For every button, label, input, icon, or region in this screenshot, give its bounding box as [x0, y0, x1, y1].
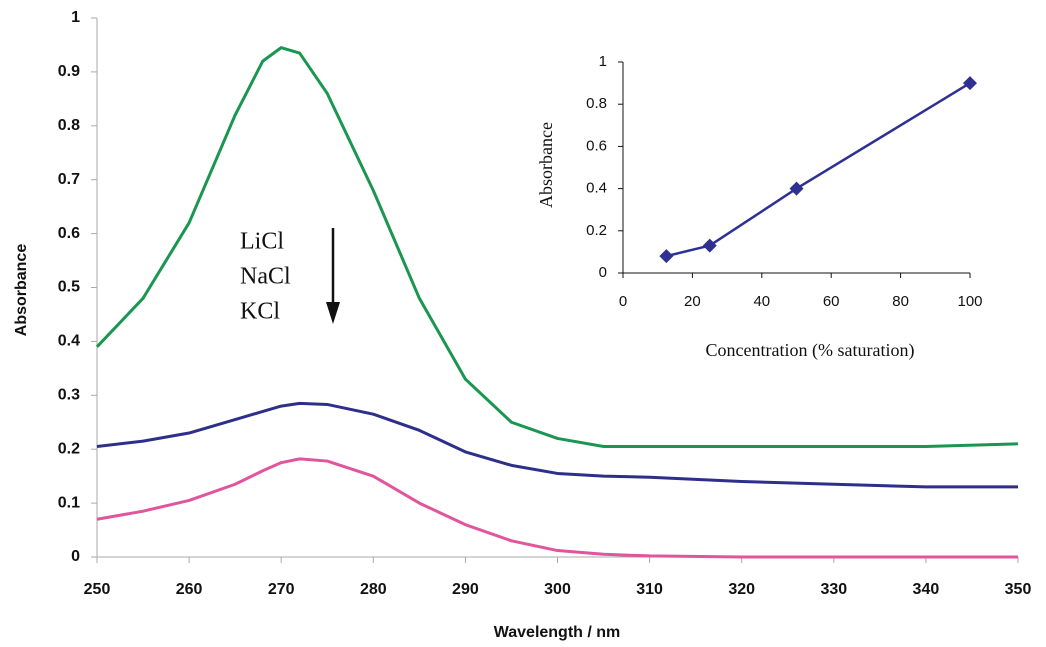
y-axis-label: Absorbance [13, 244, 30, 337]
inset-background [540, 45, 1010, 375]
y-tick-label: 0 [71, 548, 80, 565]
y-tick-label: 0.1 [58, 494, 80, 511]
inset-chart: 0 0.2 0.4 0.6 0.8 1 0 20 40 60 80 100 Concentration … [536, 45, 1010, 375]
x-tick-label: 310 [636, 581, 663, 598]
x-tick-label: 20 [684, 293, 701, 310]
data-point [963, 76, 977, 91]
x-tick-label: 100 [957, 293, 982, 310]
x-tick-label: 320 [728, 581, 755, 598]
y-tick-label: 0.9 [58, 63, 80, 80]
x-tick-label: 250 [84, 581, 111, 598]
y-tick-label: 0 [599, 264, 607, 281]
y-tick-label: 0.6 [58, 225, 80, 242]
x-axis-label: Concentration (% saturation) [706, 340, 915, 361]
y-tick-label: 0.5 [58, 279, 80, 296]
x-tick-label: 280 [360, 581, 387, 598]
series-line [96, 401, 1018, 489]
x-tick-label: 300 [544, 581, 571, 598]
y-axis-label: Absorbance [536, 122, 556, 208]
series-line [666, 82, 971, 258]
y-tick-label: 0.7 [58, 171, 80, 188]
series-line [95, 46, 1019, 449]
arrow-head [326, 302, 340, 324]
data-point [702, 238, 717, 253]
x-tick-label: 270 [268, 581, 295, 598]
x-tick-label: 40 [753, 293, 770, 310]
y-tick-label: 0.6 [586, 137, 607, 154]
x-tick-label: 0 [619, 293, 627, 310]
y-tick-label: 1 [71, 9, 80, 26]
x-tick-label: 80 [892, 293, 909, 310]
x-tick-label: 60 [823, 293, 840, 310]
y-tick-label: 0.2 [586, 222, 607, 239]
annotation: LiCl [240, 229, 284, 255]
series-line [96, 457, 1018, 559]
arrow [326, 228, 340, 324]
y-tick-label: 0.3 [58, 387, 80, 404]
y-tick-label: 0.8 [58, 117, 80, 134]
data-point [789, 181, 804, 196]
x-tick-label: 350 [1005, 581, 1032, 598]
y-tick-label: 0.2 [58, 440, 80, 457]
x-tick-label: 290 [452, 581, 479, 598]
x-tick-label: 260 [176, 581, 203, 598]
data-point [659, 249, 674, 264]
x-tick-label: 340 [913, 581, 940, 598]
annotation: KCl [240, 299, 280, 325]
y-tick-label: 1 [599, 53, 607, 70]
annotation: NaCl [240, 264, 291, 290]
y-tick-label: 0.8 [586, 95, 607, 112]
x-axis-label: Wavelength / nm [494, 624, 621, 641]
main-chart: 0 0.1 0.2 0.3 0.4 0.5 0.6 0.7 0.8 0.9 1 250 260 270 28… [13, 9, 1031, 641]
y-tick-label: 0.4 [58, 333, 80, 350]
x-tick-label: 330 [820, 581, 847, 598]
y-tick-label: 0.4 [586, 180, 607, 197]
